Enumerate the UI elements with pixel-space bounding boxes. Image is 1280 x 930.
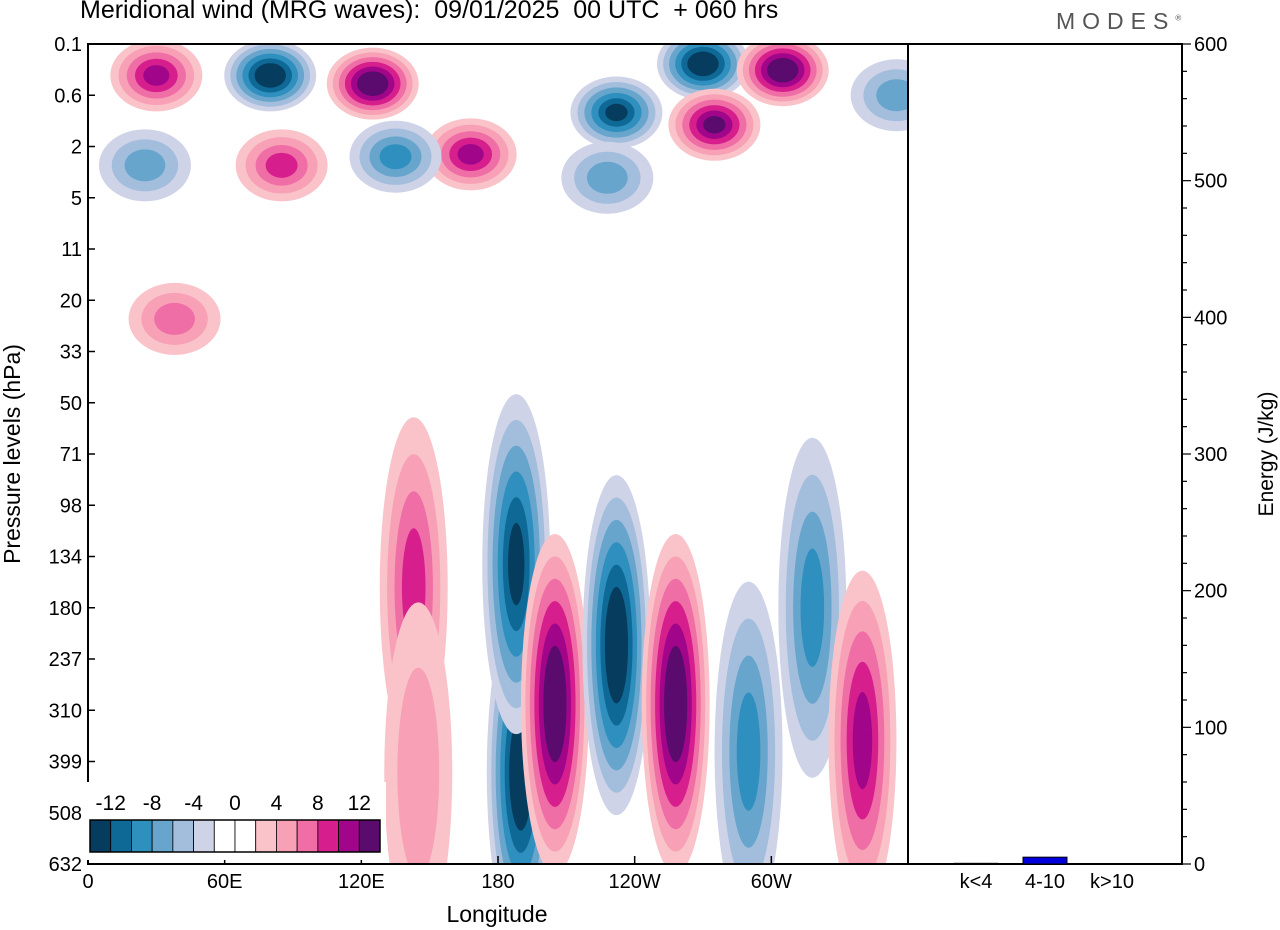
- colorbar-label: -4: [184, 792, 203, 815]
- energy-tick-label: 400: [1194, 307, 1227, 329]
- y-tick-label: 50: [60, 393, 82, 415]
- heat-feature-7: [714, 581, 783, 864]
- colorbar-swatch: [358, 819, 381, 853]
- x-tick-label: 120W: [609, 871, 661, 893]
- colorbar-label: 0: [229, 792, 241, 815]
- energy-bar: [953, 862, 999, 865]
- colorbar-swatch: [193, 819, 215, 853]
- heat-feature-11: [224, 44, 317, 112]
- x-tick-label: 60E: [207, 871, 243, 893]
- colorbar-swatch: [338, 819, 360, 853]
- y-tick-label: 310: [49, 700, 82, 722]
- y-axis-title: Pressure levels (hPa): [0, 344, 25, 564]
- heat-feature-8: [778, 437, 847, 778]
- colorbar-swatch: [172, 819, 194, 853]
- heat-feature-6: [384, 602, 453, 864]
- y-tick-label: 98: [60, 495, 82, 517]
- heat-feature-14: [736, 44, 829, 107]
- energy-axis-title: Energy (J/kg): [1255, 392, 1278, 517]
- y-tick-label: 0.1: [54, 34, 82, 56]
- x-tick-label: 180: [481, 871, 514, 893]
- chart-title: Meridional wind (MRG waves): 09/01/2025 …: [80, 0, 779, 24]
- y-tick-label: 508: [49, 803, 82, 825]
- heat-feature-23: [128, 282, 221, 355]
- colorbar-swatch: [213, 819, 236, 853]
- heat-feature-16: [570, 76, 663, 149]
- y-tick-label: 2: [71, 137, 82, 159]
- colorbar-label: 12: [348, 792, 371, 815]
- colorbar-swatch: [317, 819, 339, 853]
- colorbar-label: 8: [312, 792, 324, 815]
- heat-feature-3: [582, 475, 651, 816]
- x-tick-label: 0: [82, 871, 93, 893]
- energy-bar: [1022, 856, 1068, 865]
- energy-category-label: 4-10: [1025, 871, 1065, 893]
- energy-tick-label: 0: [1194, 854, 1205, 876]
- energy-category-label: k<4: [960, 871, 993, 893]
- energy-tick-label: 100: [1194, 717, 1227, 739]
- colorbar-swatch: [255, 819, 277, 853]
- energy-tick-label: 500: [1194, 171, 1227, 193]
- colorbar-label: -12: [96, 792, 126, 815]
- colorbar-swatch: [151, 819, 174, 853]
- y-tick-label: 632: [49, 854, 82, 876]
- y-tick-label: 11: [61, 239, 82, 261]
- colorbar-swatch: [110, 819, 132, 853]
- y-tick-label: 0.6: [54, 85, 82, 107]
- energy-frame: [907, 43, 1183, 865]
- heat-feature-20: [349, 120, 442, 193]
- y-tick-label: 399: [49, 752, 82, 774]
- colorbar-label: 4: [271, 792, 283, 815]
- heat-feature-18: [235, 129, 328, 202]
- heat-feature-9: [828, 570, 897, 864]
- heat-feature-12: [326, 47, 419, 120]
- x-axis-title: Longitude: [446, 901, 547, 927]
- heat-feature-15: [668, 88, 761, 161]
- energy-tick-label: 600: [1194, 34, 1227, 56]
- energy-tick-label: 200: [1194, 581, 1227, 603]
- energy-category-label: k>10: [1090, 871, 1134, 893]
- heat-feature-21: [98, 129, 191, 202]
- energy-tick-label: 300: [1194, 444, 1227, 466]
- y-tick-label: 33: [60, 342, 82, 364]
- colorbar-swatch: [276, 819, 298, 853]
- y-tick-label: 5: [71, 188, 82, 210]
- heat-feature-13: [657, 44, 749, 100]
- colorbar-swatch: [234, 819, 257, 853]
- x-tick-label: 120E: [338, 871, 385, 893]
- x-tick-label: 60W: [751, 871, 792, 893]
- heat-feature-10: [850, 59, 908, 132]
- heat-feature-19: [424, 118, 517, 191]
- brand-logo: MODES®: [1056, 8, 1182, 34]
- colorbar-swatch: [296, 819, 319, 853]
- y-tick-label: 180: [49, 598, 82, 620]
- colorbar-swatch: [131, 819, 153, 853]
- heat-feature-22: [561, 141, 654, 214]
- colorbar-swatch: [89, 819, 112, 853]
- colorbar-frame: [89, 819, 381, 853]
- heat-feature-17: [110, 44, 203, 112]
- y-tick-label: 134: [49, 547, 82, 569]
- heat-feature-4: [641, 534, 710, 864]
- colorbar-label: -8: [143, 792, 162, 815]
- y-tick-label: 71: [60, 444, 82, 466]
- y-tick-label: 237: [49, 649, 82, 671]
- heat-feature-2: [520, 534, 589, 864]
- y-tick-label: 20: [60, 290, 82, 312]
